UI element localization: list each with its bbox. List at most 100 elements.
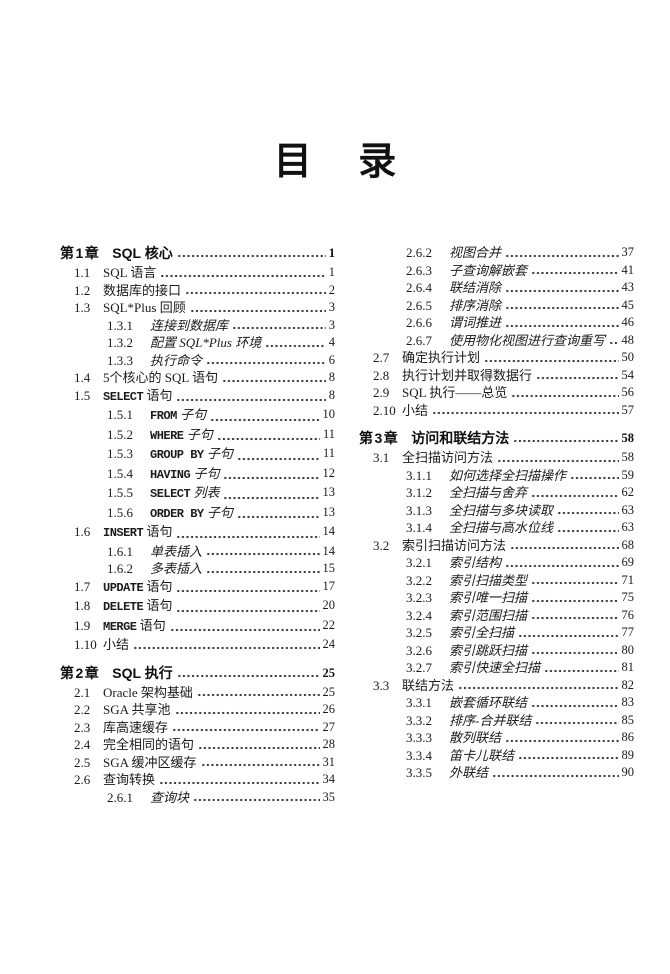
entry-title: INSERT 语句 <box>103 524 173 540</box>
entry-number: 3.2.6 <box>406 642 432 658</box>
toc-entry: 2.6.4 联结消除 43 <box>359 279 634 297</box>
dot-leader <box>223 475 320 481</box>
dot-leader <box>505 322 619 329</box>
entry-number: 1.5.6 <box>107 504 133 520</box>
entry-number: 3.1 <box>373 450 390 465</box>
dot-leader <box>176 397 326 403</box>
entry-title: ORDER BY 子句 <box>150 504 233 521</box>
entry-title: 索引跳跃扫描 <box>449 642 528 658</box>
entry-title: 外联结 <box>449 765 489 780</box>
entry-number: 2.2 <box>74 702 91 717</box>
toc-entry: 1.3.3 执行命令 6 <box>60 352 335 370</box>
dot-leader <box>193 797 320 803</box>
entry-page: 63 <box>621 502 635 517</box>
dot-leader <box>133 644 320 651</box>
toc-entry: 1.3.2 配置 SQL*Plus 环境 4 <box>60 334 335 352</box>
entry-page: 69 <box>621 555 635 569</box>
toc-entry: 3.2.5 索引全扫描 77 <box>359 624 634 642</box>
entry-number: 2.6.3 <box>406 262 432 278</box>
dot-leader <box>513 438 619 444</box>
dot-leader <box>198 744 320 751</box>
toc-entry: 第3章 访问和联结方法 58 <box>359 429 634 447</box>
entry-page: 75 <box>621 590 635 604</box>
dot-leader <box>531 270 619 276</box>
entry-title: 索引结构 <box>449 555 502 570</box>
sql-keyword: ORDER BY <box>150 506 204 521</box>
entry-title: 嵌套循环联结 <box>449 695 528 710</box>
entry-number: 3.3.3 <box>406 730 432 745</box>
toc-entry: 3.2.4 索引范围扫描 76 <box>359 607 634 625</box>
entry-page: 63 <box>621 520 635 534</box>
toc-entry: 2.4 完全相同的语句 28 <box>60 736 335 754</box>
entry-number: 3.2.4 <box>406 607 432 623</box>
entry-page: 56 <box>621 385 635 399</box>
entry-page: 54 <box>621 367 635 382</box>
entry-page: 46 <box>621 315 635 329</box>
dot-leader <box>505 562 619 569</box>
entry-page: 15 <box>322 561 336 575</box>
toc-entry: 1.6 INSERT 语句 14 <box>60 523 335 543</box>
entry-page: 45 <box>621 297 635 312</box>
dot-leader <box>196 692 320 698</box>
entry-page: 34 <box>322 772 336 786</box>
toc-entry: 2.8 执行计划并取得数据行 54 <box>359 367 634 385</box>
dot-leader <box>531 650 619 656</box>
entry-number: 2.6.5 <box>406 297 432 313</box>
entry-title: 执行命令 <box>150 352 203 368</box>
dot-leader <box>236 455 320 462</box>
entry-number: 1.5.4 <box>107 465 133 481</box>
entry-page: 57 <box>621 402 635 417</box>
page-title: 目 录 <box>273 141 397 183</box>
toc-entry: 2.1 Oracle 架构基础 25 <box>60 684 335 702</box>
entry-title: 索引范围扫描 <box>449 607 528 623</box>
entry-title: FROM 子句 <box>150 407 207 423</box>
entry-number: 1.6.1 <box>107 543 133 559</box>
entry-number: 1.3.3 <box>107 352 133 368</box>
entry-number: 3.1.2 <box>406 485 432 500</box>
entry-number: 1.4 <box>74 370 91 385</box>
toc-column-right: 2.6.2 视图合并 37 2.6.3 子查询解嵌套 41 2.6.4 联结消除 43 2.6.5… <box>359 244 634 806</box>
entry-title: SGA 共享池 <box>103 702 171 717</box>
dot-leader <box>236 514 320 520</box>
toc-entry: 2.10 小结 57 <box>359 402 634 420</box>
entry-page: 58 <box>621 450 635 464</box>
entry-title: 连接到数据库 <box>150 317 229 333</box>
toc-entry: 2.6.7 使用物化视图进行查询重写 48 <box>359 332 634 350</box>
entry-title: 访问和联结方法 <box>411 430 510 446</box>
dot-leader <box>176 672 320 679</box>
entry-page: 11 <box>322 426 335 441</box>
entry-number: 1.5.1 <box>107 407 133 422</box>
entry-number: 2.7 <box>373 350 390 365</box>
toc-entry: 2.6.5 排序消除 45 <box>359 297 634 315</box>
entry-title: 散列联结 <box>449 730 502 745</box>
entry-page: 48 <box>621 332 635 347</box>
toc-entry: 3.2.1 索引结构 69 <box>359 554 634 572</box>
entry-page: 24 <box>322 637 336 651</box>
entry-page: 14 <box>322 524 336 538</box>
dot-leader <box>510 545 619 551</box>
entry-number: 1.7 <box>74 578 91 594</box>
toc-entry: 1.5.6 ORDER BY 子句 13 <box>60 504 335 524</box>
entry-number: 1.5.3 <box>107 446 133 461</box>
toc-entry: 1.5.1 FROM 子句 10 <box>60 406 335 426</box>
entry-number: 3.3.5 <box>406 765 432 780</box>
entry-title: 配置 SQL*Plus 环境 <box>150 335 262 350</box>
toc-entry: 第2章 SQL 执行 25 <box>60 664 335 682</box>
dot-leader <box>505 287 619 294</box>
toc-entry: 3.3 联结方法 82 <box>359 677 634 695</box>
entry-number: 第1章 <box>60 245 101 261</box>
entry-number: 3.2.2 <box>406 572 432 588</box>
dot-leader <box>505 737 619 744</box>
entry-page: 50 <box>621 350 635 364</box>
toc-entry: 3.3.2 排序-合并联结 85 <box>359 712 634 730</box>
toc-entry: 1.5.3 GROUP BY 子句 11 <box>60 445 335 465</box>
dot-leader <box>505 252 619 259</box>
entry-title: 笛卡儿联结 <box>449 747 515 763</box>
entry-number: 3.2.1 <box>406 555 432 570</box>
toc-entry: 第1章 SQL 核心 1 <box>60 244 335 262</box>
entry-title: WHERE 子句 <box>150 426 213 443</box>
entry-page: 22 <box>322 617 336 632</box>
toc-entry: 3.1.3 全扫描与多块读取 63 <box>359 502 634 520</box>
entry-page: 68 <box>621 537 635 552</box>
entry-number: 第3章 <box>359 430 400 446</box>
